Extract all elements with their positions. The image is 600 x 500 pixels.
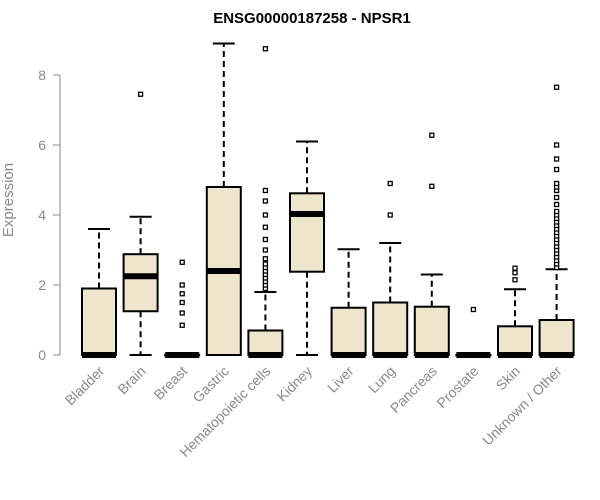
y-tick-label: 4 [38, 207, 46, 223]
box-body [81, 287, 117, 356]
x-category-label: Prostate [433, 363, 481, 411]
outlier-point [179, 282, 185, 288]
box-brain [122, 91, 159, 356]
outlier-point [179, 322, 185, 328]
outlier-point [262, 224, 269, 230]
outlier-point [262, 198, 269, 204]
outlier-point [179, 259, 185, 265]
y-axis-label: Expression [0, 163, 17, 237]
outlier-point [262, 46, 269, 52]
box-breast [164, 259, 201, 358]
box-gastric [205, 42, 242, 356]
outlier-point [512, 270, 518, 276]
box-body [330, 306, 367, 356]
box-unknown-other [538, 84, 575, 358]
box-body [289, 192, 325, 273]
outlier-point [262, 187, 269, 194]
y-tick-label: 8 [38, 67, 46, 83]
box-body [538, 319, 575, 356]
box-body [372, 301, 409, 356]
outlier-point [179, 310, 185, 316]
x-category-label: Unknown / Other [479, 363, 565, 449]
box-skin [497, 265, 533, 358]
y-tick-label: 6 [38, 137, 46, 153]
x-category-label: Breast [150, 363, 190, 403]
outlier-point [262, 256, 269, 262]
box-liver [330, 248, 367, 358]
outlier-point [512, 277, 518, 283]
box-body [122, 253, 159, 313]
outlier-point [429, 183, 435, 189]
box-lung [372, 180, 409, 358]
x-category-label: Brain [114, 363, 148, 397]
outlier-point [262, 212, 269, 218]
x-category-label: Kidney [274, 363, 316, 405]
outlier-point [553, 201, 560, 208]
outlier-point [553, 180, 560, 187]
box-pancreas [413, 132, 450, 358]
outlier-point [553, 166, 560, 173]
chart-title: ENSG00000187258 - NPSR1 [213, 10, 411, 27]
outlier-point [262, 261, 269, 267]
y-tick-label: 0 [38, 347, 46, 363]
outlier-point [262, 236, 269, 243]
outlier-point [179, 299, 185, 306]
box-hematopoietic-cells [247, 46, 284, 358]
outlier-point [553, 142, 560, 148]
outlier-point [429, 132, 435, 138]
outlier-point [553, 156, 560, 162]
outlier-point [387, 180, 393, 187]
y-tick-label: 2 [38, 277, 46, 293]
box-bladder [81, 228, 117, 358]
outlier-point [553, 194, 560, 201]
boxes-group [81, 42, 575, 358]
outlier-point [262, 247, 269, 253]
box-body [247, 329, 284, 356]
y-axis: 0 2 4 6 8 [38, 67, 61, 363]
x-category-label: Lung [365, 363, 398, 396]
outlier-point [512, 265, 518, 271]
x-category-label: Skin [493, 363, 524, 394]
box-kidney [289, 140, 325, 356]
outlier-point [553, 84, 560, 90]
outlier-point [553, 208, 560, 215]
outlier-point [137, 91, 144, 97]
x-category-label: Bladder [62, 363, 108, 409]
outlier-point [387, 212, 393, 218]
outlier-point [470, 306, 477, 313]
box-prostate [455, 306, 492, 358]
outlier-point [179, 291, 185, 297]
box-body [497, 325, 533, 356]
x-category-label: Liver [324, 363, 357, 396]
box-body [413, 305, 450, 357]
